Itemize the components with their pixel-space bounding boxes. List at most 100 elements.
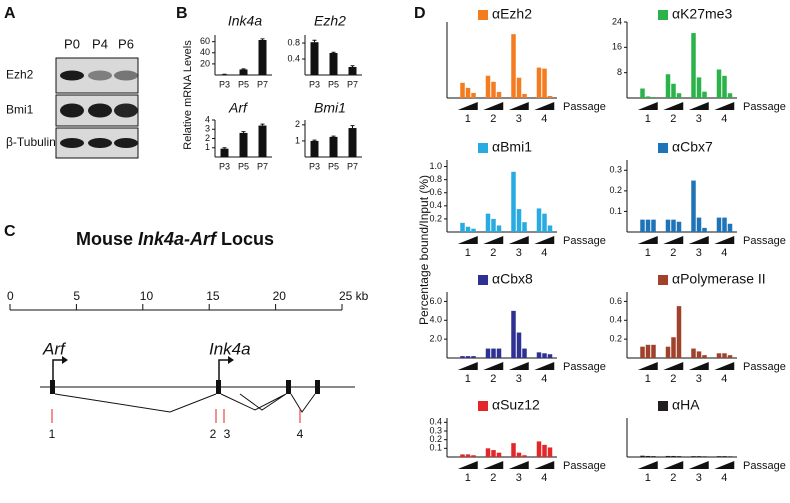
band	[60, 138, 84, 148]
bar	[511, 310, 516, 358]
chart-title: Bmi1	[314, 100, 346, 116]
bar	[547, 95, 553, 98]
bar	[471, 356, 476, 358]
splice	[54, 393, 316, 413]
x-tick-label: P7	[347, 79, 358, 89]
title-swatch	[478, 10, 488, 20]
x-tick-label: 2	[670, 247, 676, 259]
x-axis-label: Passage	[563, 460, 606, 472]
bar	[516, 332, 522, 358]
bar	[696, 77, 702, 98]
title-swatch	[478, 143, 488, 153]
y-tick-label: 0.6	[429, 187, 442, 197]
bar	[702, 355, 707, 358]
error-bar	[331, 135, 336, 137]
y-tick-label: 0.2	[429, 213, 442, 223]
passage-wedge	[637, 362, 658, 370]
x-tick-label: P3	[309, 79, 320, 89]
bar	[511, 171, 516, 232]
bar	[727, 355, 733, 358]
bar	[702, 456, 707, 457]
x-tick-label: 2	[670, 472, 676, 484]
bar	[516, 209, 522, 232]
exon	[286, 380, 291, 394]
y-tick-label: 6.0	[429, 296, 442, 306]
x-tick-label: P5	[238, 161, 249, 171]
x-tick-label: 4	[721, 373, 727, 385]
bar	[665, 455, 671, 457]
passage-wedge	[688, 102, 709, 110]
y-tick-label: 0.4	[609, 315, 622, 325]
site-label: 4	[297, 427, 304, 441]
passage-wedge	[663, 102, 684, 110]
bar	[716, 69, 722, 98]
band	[114, 138, 138, 148]
bar	[722, 456, 727, 457]
bar	[485, 448, 491, 457]
exon	[216, 380, 221, 394]
bar	[329, 136, 338, 157]
passage-wedge	[714, 236, 735, 244]
y-tick-label: 1	[205, 142, 210, 152]
y-tick-label: 0.2	[609, 185, 622, 195]
y-tick-label: 0.1	[609, 206, 622, 216]
band	[114, 70, 138, 81]
x-tick-label: 3	[696, 247, 702, 259]
y-tick-label: 2.0	[429, 334, 442, 344]
y-axis-label: Percentage bound/Input (%)	[417, 175, 431, 325]
bar	[491, 218, 496, 232]
error-bar	[312, 139, 317, 141]
passage-wedge	[688, 362, 709, 370]
bar	[542, 68, 547, 98]
x-tick-label: 2	[670, 373, 676, 385]
passage-wedge	[483, 461, 504, 469]
passage-wedge	[637, 102, 658, 110]
band	[114, 103, 138, 118]
bar	[696, 456, 702, 457]
band	[88, 138, 112, 148]
x-tick-label: 4	[541, 247, 547, 259]
bar	[310, 42, 319, 75]
x-tick-label: 1	[465, 472, 471, 484]
bar	[485, 348, 491, 358]
chart-title: αSuz12	[492, 397, 540, 413]
bar	[727, 223, 733, 232]
error-bar	[260, 123, 265, 126]
bar	[547, 225, 553, 232]
bar	[471, 92, 476, 98]
y-tick-label: 0.6	[609, 296, 622, 306]
y-tick-label: 2	[205, 133, 210, 143]
row-label: Bmi1	[6, 103, 34, 117]
x-tick-label: 4	[541, 113, 547, 125]
bar	[640, 219, 645, 232]
chart-title: Ink4a	[228, 13, 262, 29]
title-swatch	[478, 275, 488, 285]
x-axis-label: Passage	[743, 460, 786, 472]
site-label: 3	[224, 427, 231, 441]
bar	[329, 53, 338, 75]
bar	[465, 87, 471, 98]
lane-label: P0	[64, 36, 80, 51]
passage-wedge	[457, 102, 478, 110]
bar	[239, 69, 248, 75]
bar	[310, 140, 319, 157]
x-tick-label: P7	[257, 161, 268, 171]
x-tick-label: 4	[721, 247, 727, 259]
bar	[651, 456, 656, 457]
bar	[516, 452, 522, 457]
error-bar	[241, 131, 246, 133]
x-tick-label: P3	[309, 161, 320, 171]
x-axis-label: Passage	[743, 101, 786, 113]
bar	[691, 348, 696, 358]
y-tick-label: 8	[617, 67, 622, 77]
x-tick-label: 3	[696, 373, 702, 385]
x-tick-label: 4	[541, 472, 547, 484]
y-tick-label: 4.0	[429, 315, 442, 325]
bar	[542, 444, 547, 457]
bar	[491, 81, 496, 98]
y-tick-label: 0.2	[429, 434, 442, 444]
bar	[460, 454, 465, 457]
chart-title: αCbx8	[492, 271, 533, 287]
exon	[50, 380, 55, 394]
